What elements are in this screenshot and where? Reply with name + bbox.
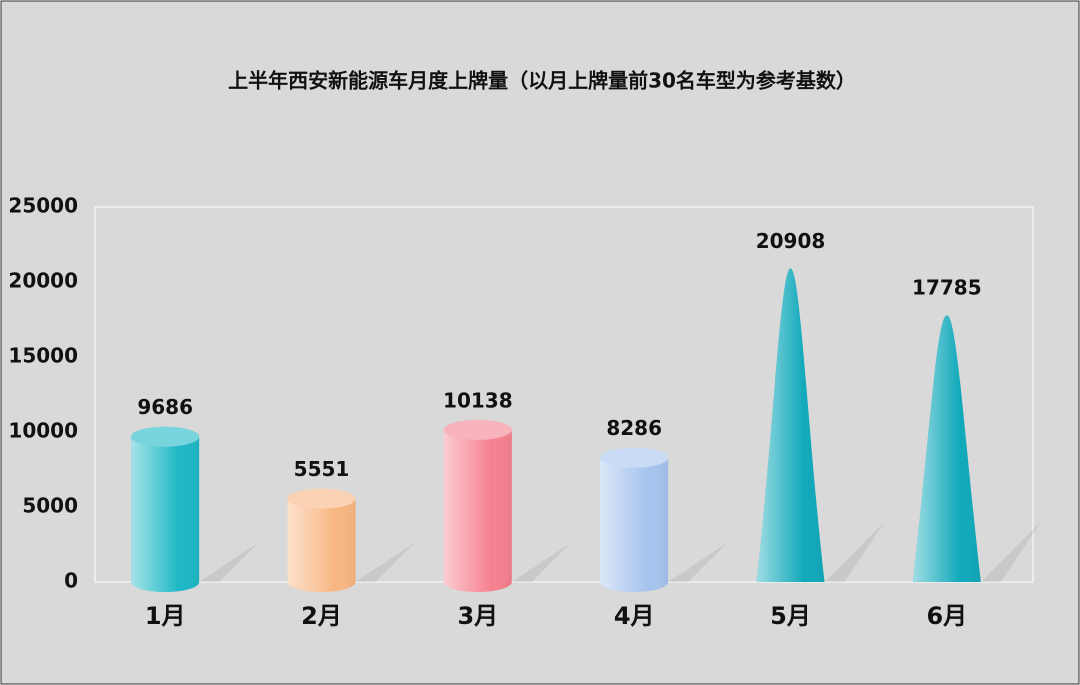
bar-shine [287,498,356,592]
y-tick-label: 15000 [8,344,78,368]
bar-shine [131,436,200,592]
y-tick-label: 0 [64,569,78,593]
value-label: 10138 [443,388,513,412]
x-tick-label: 5月 [770,602,811,630]
bar-top-shine [287,488,356,509]
value-label: 17785 [912,276,982,300]
bar-shadow [199,542,260,582]
y-tick-label: 10000 [8,419,78,443]
y-tick-label: 5000 [22,494,78,518]
plot-frame [94,206,1034,583]
value-label: 9686 [137,395,193,419]
bar-shine [443,429,512,592]
value-label: 20908 [756,229,826,253]
chart-title: 上半年西安新能源车月度上牌量（以月上牌量前30名车型为参考基数） [228,69,856,93]
x-tick-label: 1月 [145,602,186,630]
y-tick-label: 25000 [8,194,78,218]
bar-shadow [824,522,885,582]
bar-shine [600,457,669,592]
bar-top [131,426,200,447]
bar-top [600,447,669,468]
value-label: 8286 [606,416,662,440]
bar-shine [912,315,981,582]
y-tick-label: 20000 [8,269,78,293]
value-label: 5551 [294,457,350,481]
bar-shadow [668,542,729,582]
bar-top [287,488,356,509]
bar-top-shine [131,426,200,447]
bar-top-shine [443,419,512,440]
x-tick-label: 6月 [926,602,967,630]
bar-top-shine [600,447,669,468]
x-tick-label: 2月 [301,602,342,630]
bar-shadow [980,522,1041,582]
x-tick-label: 4月 [614,602,655,630]
bar-top [443,419,512,440]
bar-shadow [355,542,416,582]
x-tick-label: 3月 [457,602,498,630]
bar-shine [756,268,825,582]
